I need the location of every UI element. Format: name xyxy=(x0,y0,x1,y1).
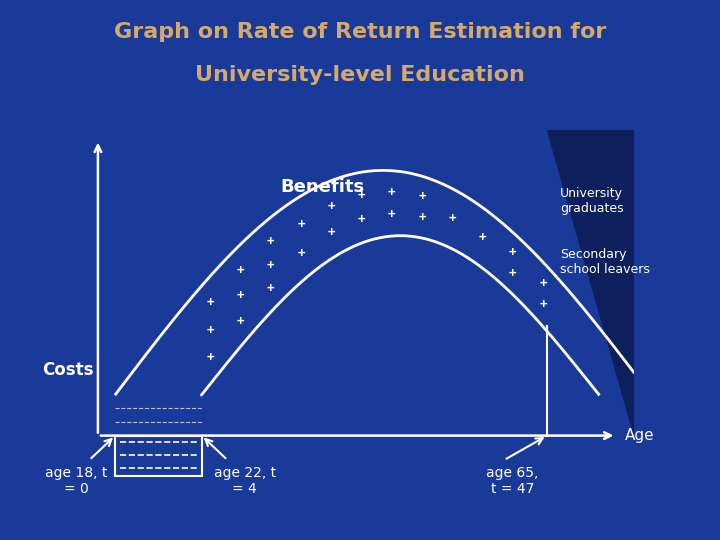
Text: +: + xyxy=(207,323,214,336)
Text: age 65,
t = 47: age 65, t = 47 xyxy=(487,466,539,496)
Text: age 18, t
= 0: age 18, t = 0 xyxy=(45,466,107,496)
Text: +: + xyxy=(207,350,214,363)
Text: +: + xyxy=(449,212,456,225)
Text: +: + xyxy=(418,190,426,203)
Text: +: + xyxy=(267,259,274,272)
Text: +: + xyxy=(418,211,426,224)
Text: +: + xyxy=(237,289,244,302)
Text: +: + xyxy=(237,264,244,277)
Text: +: + xyxy=(388,208,395,221)
Bar xyxy=(115,436,202,476)
Text: Costs: Costs xyxy=(42,361,94,379)
Text: Graph on Rate of Return Estimation for: Graph on Rate of Return Estimation for xyxy=(114,22,606,42)
Text: +: + xyxy=(539,298,546,312)
Text: University
graduates: University graduates xyxy=(560,187,624,215)
Text: +: + xyxy=(358,213,365,226)
Text: +: + xyxy=(328,200,335,213)
Text: University-level Education: University-level Education xyxy=(195,65,525,85)
Text: +: + xyxy=(358,190,365,202)
Text: +: + xyxy=(328,226,335,239)
Text: +: + xyxy=(297,247,305,260)
Text: +: + xyxy=(267,235,274,248)
Text: +: + xyxy=(267,282,274,295)
Text: +: + xyxy=(479,231,486,244)
Text: +: + xyxy=(509,267,516,280)
Text: +: + xyxy=(388,186,395,199)
Text: age 22, t
= 4: age 22, t = 4 xyxy=(214,466,276,496)
Text: +: + xyxy=(509,246,516,259)
Text: +: + xyxy=(207,296,214,309)
Text: +: + xyxy=(297,218,305,231)
Text: +: + xyxy=(237,315,244,328)
Text: +: + xyxy=(539,277,546,290)
Text: Benefits: Benefits xyxy=(281,178,364,195)
Polygon shape xyxy=(547,130,634,436)
Text: Secondary
school leavers: Secondary school leavers xyxy=(560,248,650,276)
Text: Age: Age xyxy=(625,428,654,443)
